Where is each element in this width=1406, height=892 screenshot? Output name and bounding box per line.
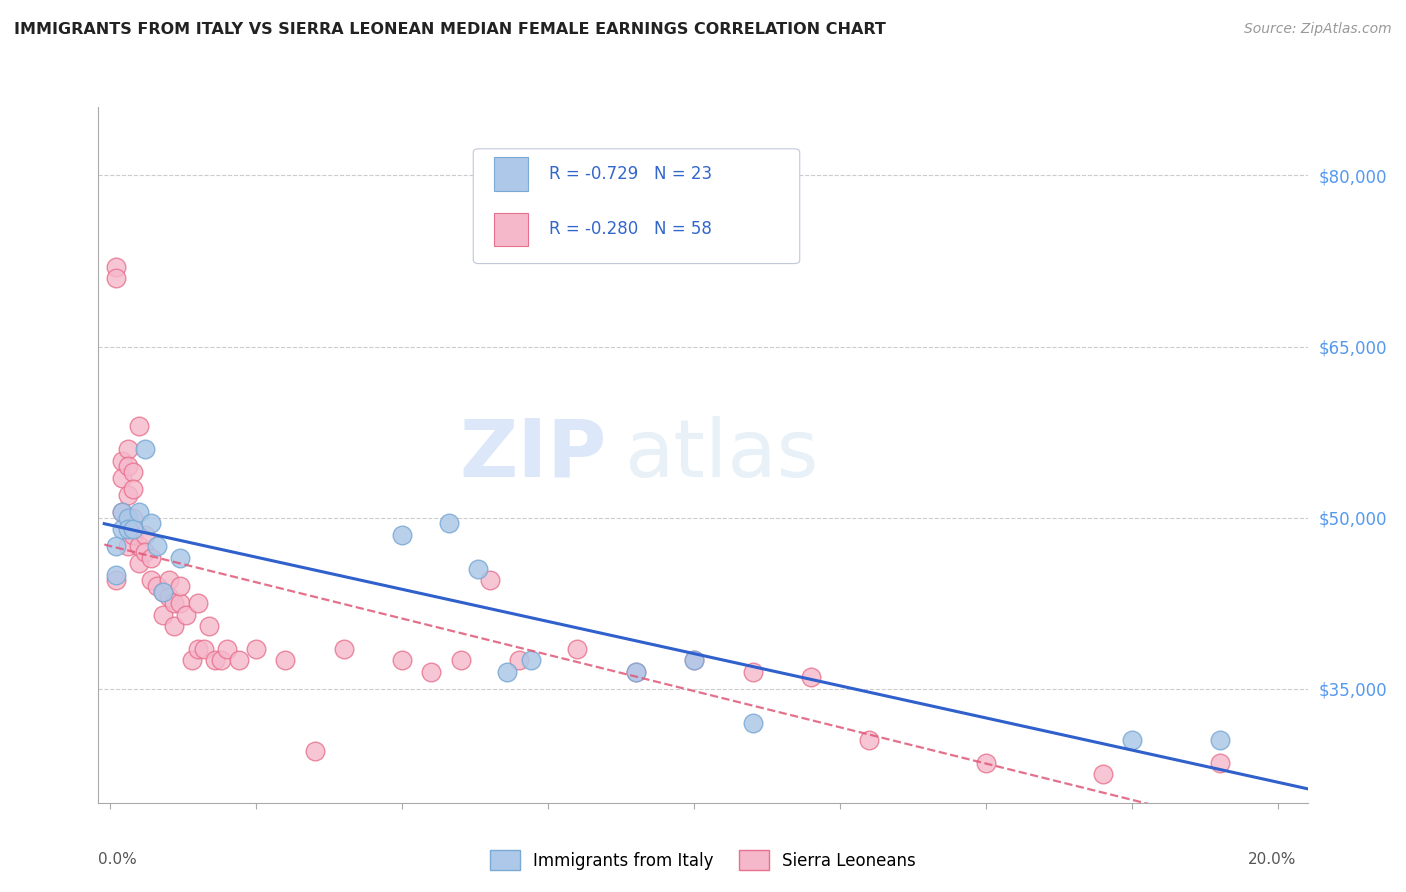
Point <box>187 596 209 610</box>
Point <box>332 641 354 656</box>
Point <box>117 442 139 457</box>
Point <box>198 619 221 633</box>
Point <box>122 482 145 496</box>
Point <box>169 596 191 610</box>
Point <box>146 579 169 593</box>
Text: R = -0.280   N = 58: R = -0.280 N = 58 <box>550 220 713 238</box>
Point <box>204 653 226 667</box>
Point <box>974 756 997 770</box>
Point <box>274 653 297 667</box>
Point <box>146 539 169 553</box>
Text: 20.0%: 20.0% <box>1247 852 1296 866</box>
Point <box>111 522 134 536</box>
Point <box>467 562 489 576</box>
Text: IMMIGRANTS FROM ITALY VS SIERRA LEONEAN MEDIAN FEMALE EARNINGS CORRELATION CHART: IMMIGRANTS FROM ITALY VS SIERRA LEONEAN … <box>14 22 886 37</box>
Point <box>496 665 519 679</box>
FancyBboxPatch shape <box>494 213 527 246</box>
Point <box>215 641 238 656</box>
Point <box>245 641 267 656</box>
Point <box>139 550 162 565</box>
Point <box>157 591 180 605</box>
Point <box>134 442 156 457</box>
Point <box>180 653 202 667</box>
Point <box>128 556 150 570</box>
Point <box>117 488 139 502</box>
Point <box>104 567 127 582</box>
Point <box>122 528 145 542</box>
FancyBboxPatch shape <box>494 157 527 191</box>
Point <box>1121 733 1143 747</box>
Point <box>152 584 174 599</box>
Point <box>741 715 763 730</box>
Point <box>157 574 180 588</box>
Point <box>111 505 134 519</box>
FancyBboxPatch shape <box>474 149 800 263</box>
Point <box>304 744 326 758</box>
Point <box>624 665 647 679</box>
Point <box>450 653 472 667</box>
Point <box>209 653 232 667</box>
Point <box>169 579 191 593</box>
Text: Source: ZipAtlas.com: Source: ZipAtlas.com <box>1244 22 1392 37</box>
Point <box>391 528 413 542</box>
Point <box>104 260 127 274</box>
Point <box>139 516 162 531</box>
Point <box>391 653 413 667</box>
Point <box>800 670 823 684</box>
Text: atlas: atlas <box>624 416 818 494</box>
Point <box>683 653 706 667</box>
Point <box>111 505 134 519</box>
Text: R = -0.729   N = 23: R = -0.729 N = 23 <box>550 165 713 183</box>
Point <box>139 574 162 588</box>
Point <box>174 607 197 622</box>
Point <box>111 471 134 485</box>
Legend: Immigrants from Italy, Sierra Leoneans: Immigrants from Italy, Sierra Leoneans <box>482 842 924 878</box>
Point <box>567 641 589 656</box>
Point <box>187 641 209 656</box>
Point <box>104 574 127 588</box>
Point <box>128 419 150 434</box>
Point <box>437 516 460 531</box>
Point <box>741 665 763 679</box>
Text: 0.0%: 0.0% <box>98 852 138 866</box>
Point <box>111 453 134 467</box>
Point <box>624 665 647 679</box>
Point <box>117 539 139 553</box>
Point <box>122 522 145 536</box>
Point <box>104 271 127 285</box>
Point <box>122 465 145 479</box>
Point <box>117 522 139 536</box>
Point <box>128 505 150 519</box>
Text: ZIP: ZIP <box>458 416 606 494</box>
Point <box>193 641 215 656</box>
Point <box>122 510 145 524</box>
Point <box>117 459 139 474</box>
Point <box>152 584 174 599</box>
Point <box>134 545 156 559</box>
Point <box>104 539 127 553</box>
Point <box>163 619 186 633</box>
Point <box>858 733 880 747</box>
Point <box>1209 733 1232 747</box>
Point <box>420 665 443 679</box>
Point <box>508 653 530 667</box>
Point <box>1209 756 1232 770</box>
Point <box>128 539 150 553</box>
Point <box>163 596 186 610</box>
Point <box>228 653 250 667</box>
Point <box>152 607 174 622</box>
Point <box>169 550 191 565</box>
Point <box>117 510 139 524</box>
Point <box>683 653 706 667</box>
Point <box>478 574 501 588</box>
Point <box>134 528 156 542</box>
Point <box>1092 767 1115 781</box>
Point <box>519 653 541 667</box>
